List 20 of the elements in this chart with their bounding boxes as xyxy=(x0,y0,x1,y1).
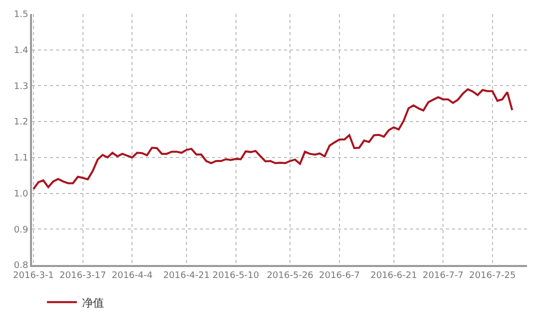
x-tick-label: 2016-7-25 xyxy=(469,270,516,281)
x-tick-label: 2016-6-21 xyxy=(370,270,418,281)
y-tick-label: 1.3 xyxy=(14,82,28,92)
x-tick-label: 2016-6-7 xyxy=(319,270,360,281)
y-tick-label: 1.2 xyxy=(14,118,28,128)
x-tick-label: 2016-4-21 xyxy=(163,270,210,281)
x-tick-label: 2016-3-1 xyxy=(13,270,54,281)
x-tick-label: 2016-4-4 xyxy=(112,270,153,281)
y-tick-label: 1.0 xyxy=(14,189,28,200)
y-tick-label: 1.1 xyxy=(14,154,28,164)
line-series xyxy=(32,88,514,190)
x-tick-label: 2016-5-26 xyxy=(266,270,314,281)
legend-label: 净值 xyxy=(82,296,104,310)
x-tick-label: 2016-5-10 xyxy=(212,270,260,281)
y-tick-label: 0.9 xyxy=(14,225,28,236)
x-tick-label: 2016-3-17 xyxy=(60,270,106,281)
y-tick-label: 1.4 xyxy=(14,46,28,56)
y-tick-label: 1.5 xyxy=(14,10,28,20)
x-tick-label: 2016-7-7 xyxy=(422,270,464,281)
y-tick-label: 0.8 xyxy=(14,261,28,272)
